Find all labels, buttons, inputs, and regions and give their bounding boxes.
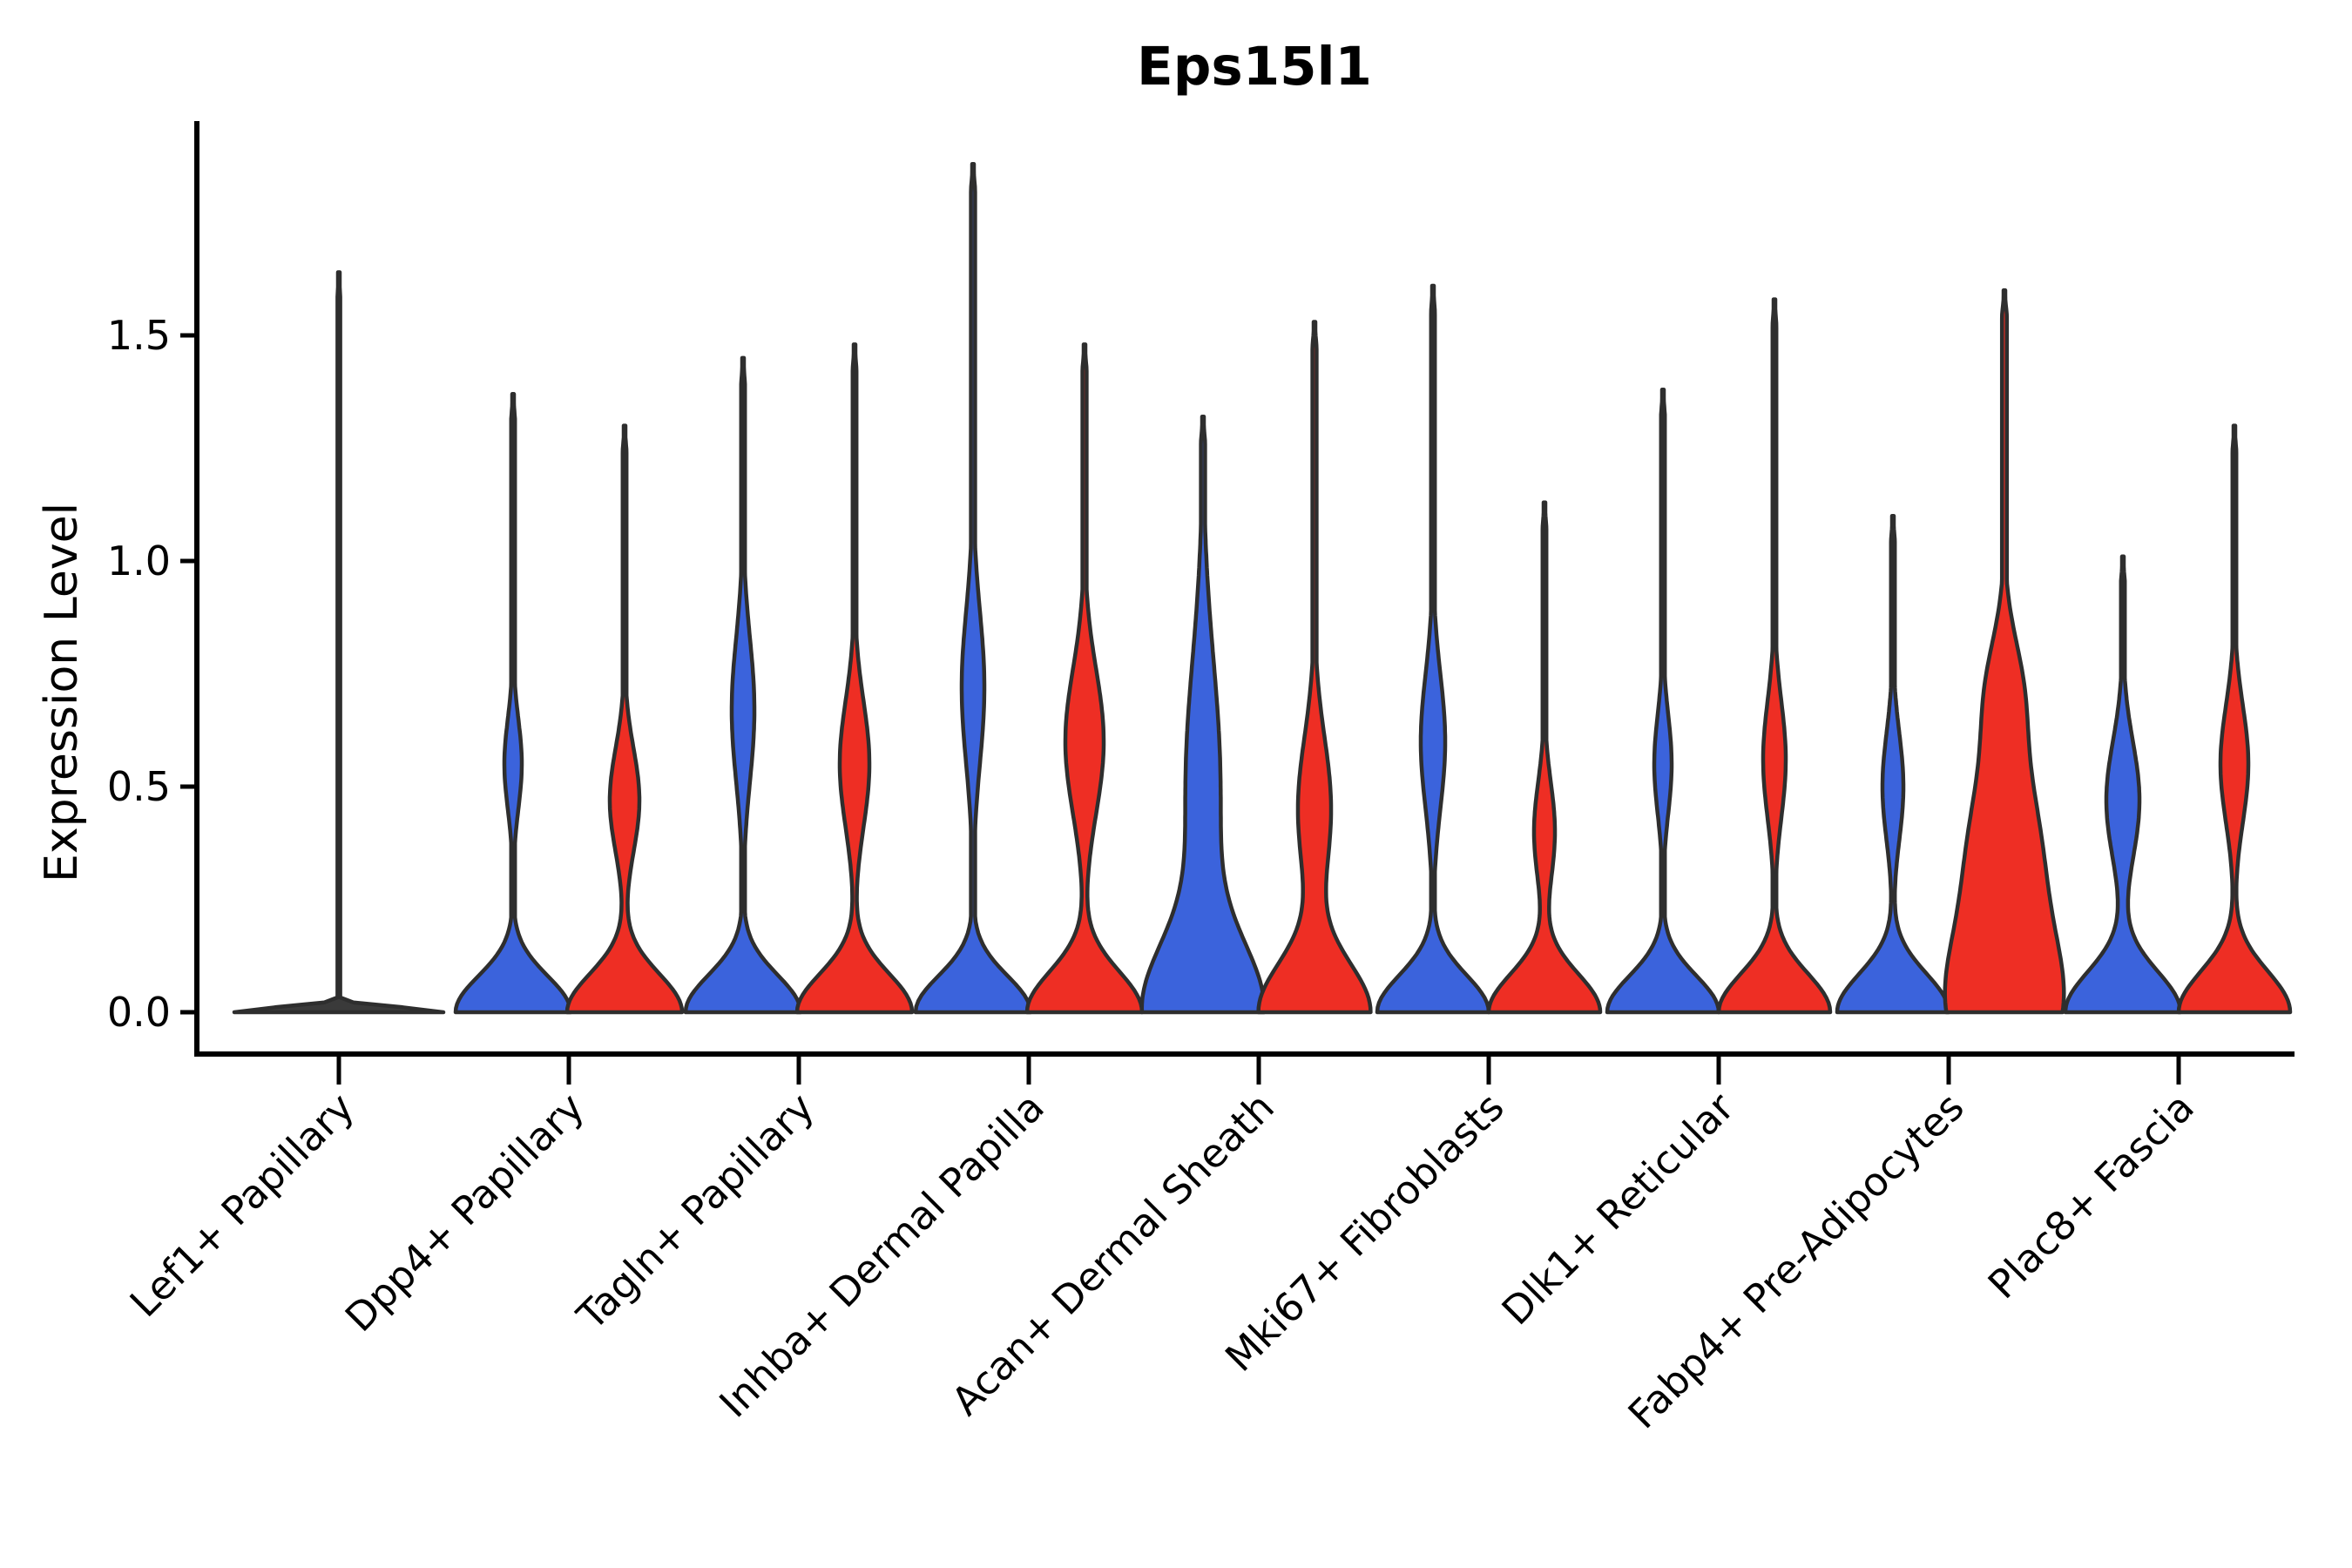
violin-dpp4-papillary-group-1	[453, 392, 573, 1015]
y-tick-label: 0.0	[107, 989, 171, 1036]
x-tick-label: Plac8+ Fascia	[1979, 1084, 2203, 1308]
y-tick-label: 0.5	[107, 763, 171, 810]
y-tick-label: 1.5	[107, 312, 171, 359]
violin-plac8-fascia-group-2	[2176, 423, 2293, 1015]
violin-fabp4-pre-adipocytes-group-2	[1943, 287, 2066, 1015]
y-tick-label: 1.0	[107, 537, 171, 585]
chart-title: Eps15l1	[1137, 36, 1372, 98]
violin-mki67-fibroblasts-group-2	[1486, 500, 1603, 1015]
violin-tagln-papillary-group-2	[794, 342, 915, 1015]
violin-inhba-dermal-papilla-group-2	[1024, 342, 1145, 1015]
violin-fabp4-pre-adipocytes-group-1	[1835, 513, 1951, 1015]
x-tick-label: Dpp4+ Papillary	[336, 1084, 593, 1341]
y-axis-label: Expression Level	[36, 503, 88, 882]
violin-dpp4-papillary-group-2	[564, 423, 685, 1015]
violin-acan-dermal-sheath-group-1	[1139, 414, 1267, 1015]
x-tick-label: Tagln+ Papillary	[568, 1084, 823, 1339]
violin-lef1-papillary-both-collapsed	[232, 270, 446, 1015]
violin-dlk1-reticular-group-1	[1605, 387, 1721, 1015]
violin-mki67-fibroblasts-group-1	[1375, 283, 1491, 1015]
x-tick-label: Lef1+ Papillary	[121, 1084, 363, 1326]
violin-plac8-fascia-group-1	[2063, 554, 2183, 1015]
x-tick-label: Dlk1+ Reticular	[1493, 1084, 1743, 1334]
violin-tagln-papillary-group-1	[683, 355, 803, 1015]
violin-dlk1-reticular-group-2	[1716, 297, 1833, 1015]
violins-layer	[232, 161, 2293, 1015]
violin-acan-dermal-sheath-group-2	[1256, 320, 1373, 1015]
axes-layer	[180, 121, 2295, 1085]
violin-inhba-dermal-papilla-group-1	[913, 161, 1033, 1015]
